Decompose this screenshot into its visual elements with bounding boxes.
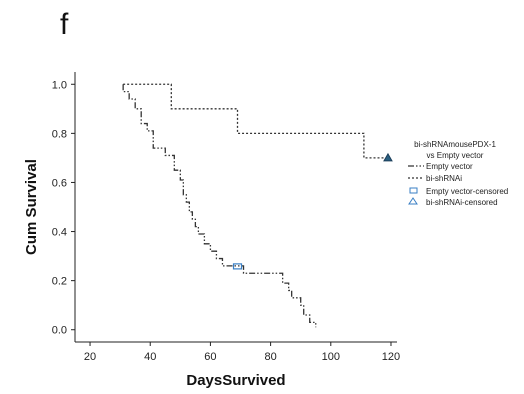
y-tick: 0.4	[52, 227, 75, 239]
y-tick: 1.0	[52, 79, 75, 91]
x-tick: 60	[204, 342, 217, 363]
x-tick: 100	[322, 342, 340, 363]
x-tick-label: 60	[204, 351, 216, 363]
y-tick: 0.8	[52, 128, 75, 140]
panel-label: f	[60, 8, 69, 41]
y-axis-label: Cum Survival	[23, 159, 40, 255]
x-tick-label: 40	[144, 351, 156, 363]
y-tick-label: 0.8	[52, 128, 67, 140]
x-axis-label: DaysSurvived	[186, 372, 285, 389]
x-tick-label: 120	[382, 351, 400, 363]
y-tick-label: 0.4	[52, 227, 67, 239]
y-tick-label: 0.0	[52, 325, 67, 337]
x-tick-label: 80	[264, 351, 276, 363]
legend-label: Empty vector-censored	[426, 187, 508, 196]
legend-item: bi-shRNAi-censored	[408, 197, 498, 207]
y-tick: 0.2	[52, 276, 75, 288]
y-tick: 0.6	[52, 177, 75, 189]
legend-triangle-swatch	[408, 197, 418, 205]
x-tick: 40	[144, 342, 156, 363]
censor-mark-square	[232, 263, 243, 270]
x-tick-label: 20	[84, 351, 96, 363]
survival-curve-bi-shrnai	[123, 83, 388, 159]
legend-square-swatch	[409, 187, 418, 194]
censor-mark-triangle	[383, 152, 393, 162]
legend-item: Empty vector-censored	[409, 187, 508, 196]
y-tick: 0.0	[52, 325, 75, 337]
legend-title: bi-shRNAmousePDX-1 vs Empty vector	[414, 140, 496, 160]
y-axis-ticks: 0.0 0.2 0.4 0.6 0.8 1.0	[52, 79, 75, 337]
legend-item: bi-shRNAi	[408, 174, 462, 183]
x-tick: 80	[264, 342, 277, 363]
legend-item: Empty vector	[408, 162, 473, 171]
x-axis-ticks: 20 40 60 80 100 120	[84, 342, 400, 363]
legend-label: bi-shRNAi-censored	[426, 198, 498, 207]
y-tick-label: 0.6	[52, 177, 67, 189]
y-tick-label: 1.0	[52, 79, 67, 91]
censor-marks	[232, 152, 393, 270]
x-tick-label: 100	[322, 351, 340, 363]
axes	[74, 72, 397, 343]
survival-curves	[122, 83, 388, 328]
x-tick: 20	[84, 342, 96, 363]
legend-label: bi-shRNAi	[426, 174, 462, 183]
y-tick-label: 0.2	[52, 276, 67, 288]
x-tick: 120	[382, 342, 400, 363]
legend-label: Empty vector	[426, 162, 473, 171]
survival-curve-empty-vector	[122, 84, 317, 328]
legend: bi-shRNAmousePDX-1 vs Empty vector Empty v…	[408, 140, 508, 207]
